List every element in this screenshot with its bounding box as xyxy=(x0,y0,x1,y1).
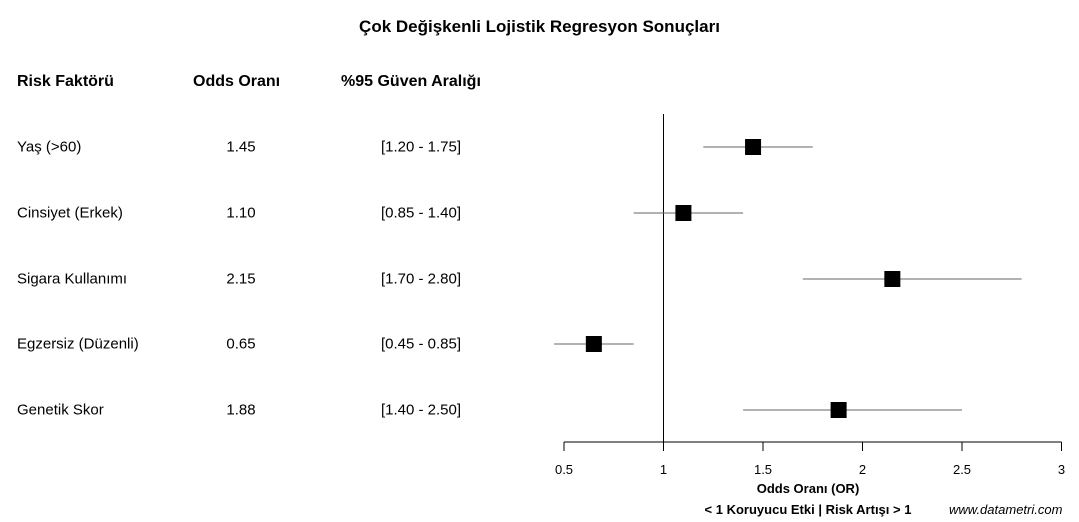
x-tick-label: 1.5 xyxy=(753,462,773,477)
x-tick-label: 2 xyxy=(858,462,867,477)
row-factor-label: Yaş (>60) xyxy=(17,138,82,156)
x-tick-label: 0.5 xyxy=(554,462,574,477)
row-odds-ratio: 2.15 xyxy=(226,270,256,288)
row-confidence-interval: [1.70 - 2.80] xyxy=(380,270,462,288)
row-odds-ratio: 1.88 xyxy=(226,401,256,419)
row-confidence-interval: [1.40 - 2.50] xyxy=(380,401,462,419)
row-factor-label: Cinsiyet (Erkek) xyxy=(17,204,123,222)
row-confidence-interval: [1.20 - 1.75] xyxy=(380,138,462,156)
interpretation-note: < 1 Koruyucu Etki | Risk Artışı > 1 xyxy=(704,502,912,517)
chart-title: Çok Değişkenli Lojistik Regresyon Sonuçl… xyxy=(359,17,720,36)
x-axis-label: Odds Oranı (OR) xyxy=(756,481,860,496)
x-tick-label: 3 xyxy=(1057,462,1066,477)
point-estimate-marker xyxy=(585,336,602,352)
source-credit: www.datametri.com xyxy=(949,502,1063,517)
row-odds-ratio: 1.10 xyxy=(226,204,256,222)
point-estimate-marker xyxy=(884,271,901,287)
header-risk-factor: Risk Faktörü xyxy=(17,73,114,90)
header-odds-ratio: Odds Oranı xyxy=(193,73,281,90)
row-confidence-interval: [0.45 - 0.85] xyxy=(380,335,462,353)
row-factor-label: Egzersiz (Düzenli) xyxy=(17,335,139,353)
row-odds-ratio: 1.45 xyxy=(226,138,256,156)
point-estimate-marker xyxy=(745,139,762,155)
header-confidence-interval: %95 Güven Aralığı xyxy=(341,73,481,90)
x-tick-label: 1 xyxy=(659,462,668,477)
point-estimate-marker xyxy=(675,205,692,221)
row-confidence-interval: [0.85 - 1.40] xyxy=(380,204,462,222)
row-odds-ratio: 0.65 xyxy=(226,335,256,353)
row-factor-label: Genetik Skor xyxy=(17,401,104,419)
point-estimate-marker xyxy=(830,402,847,418)
x-tick-label: 2.5 xyxy=(952,462,972,477)
row-factor-label: Sigara Kullanımı xyxy=(17,270,128,288)
